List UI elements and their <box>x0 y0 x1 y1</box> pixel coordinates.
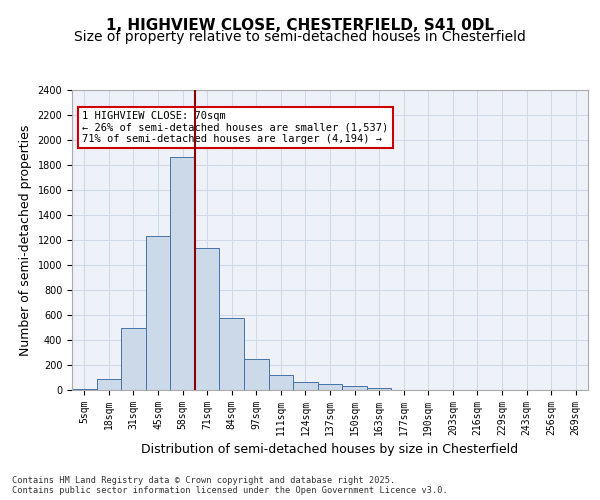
Bar <box>121 328 146 390</box>
Text: Size of property relative to semi-detached houses in Chesterfield: Size of property relative to semi-detach… <box>74 30 526 44</box>
Bar <box>146 236 170 390</box>
X-axis label: Distribution of semi-detached houses by size in Chesterfield: Distribution of semi-detached houses by … <box>142 444 518 456</box>
Bar <box>367 388 391 390</box>
Bar <box>293 382 318 390</box>
Bar <box>269 375 293 390</box>
Bar <box>244 360 269 390</box>
Text: 1 HIGHVIEW CLOSE: 70sqm
← 26% of semi-detached houses are smaller (1,537)
71% of: 1 HIGHVIEW CLOSE: 70sqm ← 26% of semi-de… <box>82 111 389 144</box>
Bar <box>195 248 220 390</box>
Bar <box>342 386 367 390</box>
Bar <box>170 157 195 390</box>
Text: Contains HM Land Registry data © Crown copyright and database right 2025.
Contai: Contains HM Land Registry data © Crown c… <box>12 476 448 495</box>
Y-axis label: Number of semi-detached properties: Number of semi-detached properties <box>19 124 32 356</box>
Text: 1, HIGHVIEW CLOSE, CHESTERFIELD, S41 0DL: 1, HIGHVIEW CLOSE, CHESTERFIELD, S41 0DL <box>106 18 494 32</box>
Bar <box>72 389 97 390</box>
Bar <box>318 384 342 390</box>
Bar <box>97 380 121 390</box>
Bar <box>220 318 244 390</box>
